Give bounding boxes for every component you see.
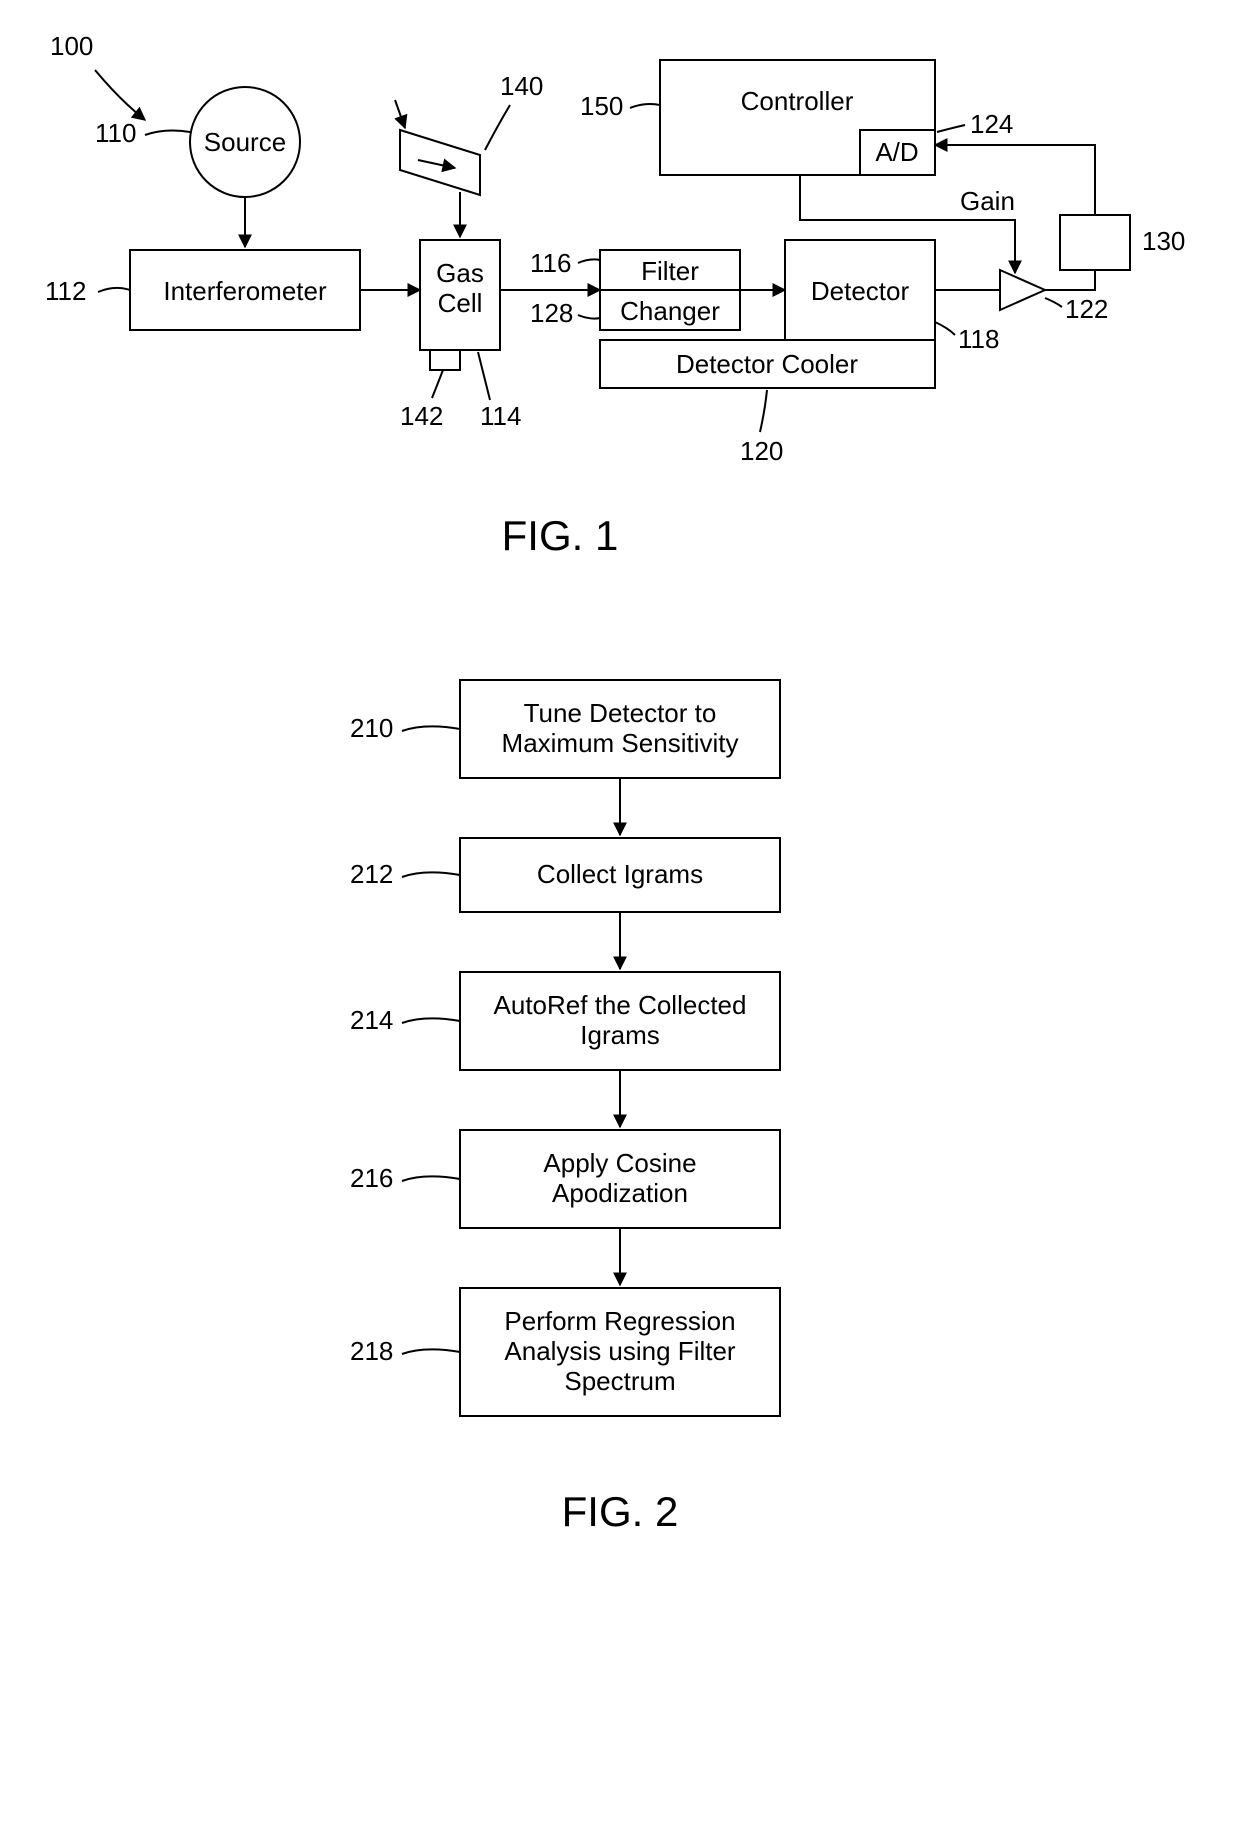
gascell-label-2: Cell bbox=[438, 288, 483, 318]
fig2-group: Tune Detector toMaximum Sensitivity 210 Co… bbox=[350, 680, 780, 1535]
fig2-title: FIG. 2 bbox=[562, 1488, 679, 1535]
ref-128: 128 bbox=[530, 298, 573, 328]
ref-116-lead bbox=[578, 259, 600, 263]
fig2-step-text-2-1: Igrams bbox=[580, 1020, 659, 1050]
fig2-step-text-1-0: Collect Igrams bbox=[537, 859, 703, 889]
ref-114: 114 bbox=[480, 401, 521, 431]
source-label: Source bbox=[204, 127, 286, 157]
fig2-ref-210: 210 bbox=[350, 713, 393, 743]
detector-cooler-label: Detector Cooler bbox=[676, 349, 858, 379]
ref-110-lead bbox=[145, 131, 190, 135]
gain-label: Gain bbox=[960, 186, 1015, 216]
fig1-title: FIG. 1 bbox=[502, 512, 619, 559]
amplifier bbox=[1000, 270, 1045, 310]
edge-130-ad bbox=[935, 145, 1095, 215]
ref-112: 112 bbox=[45, 276, 86, 306]
fig2-ref-216: 216 bbox=[350, 1163, 393, 1193]
interferometer-label: Interferometer bbox=[163, 276, 327, 306]
ref-150: 150 bbox=[580, 91, 623, 121]
ref-100-arrow bbox=[95, 70, 145, 120]
ad-label: A/D bbox=[875, 137, 918, 167]
ref-120: 120 bbox=[740, 436, 783, 466]
ref-140-lead bbox=[485, 105, 510, 150]
fig2-ref-lead-214 bbox=[402, 1018, 460, 1023]
fig2-step-text-3-0: Apply Cosine bbox=[543, 1148, 696, 1178]
fig2-ref-212: 212 bbox=[350, 859, 393, 889]
fig2-step-text-0-1: Maximum Sensitivity bbox=[502, 728, 739, 758]
fig2-ref-lead-216 bbox=[402, 1176, 460, 1181]
gascell-label-1: Gas bbox=[436, 258, 484, 288]
fig2-ref-lead-212 bbox=[402, 872, 460, 877]
ref-118-lead bbox=[935, 322, 955, 335]
filter-label: Filter bbox=[641, 256, 699, 286]
ref-122-lead bbox=[1045, 298, 1062, 307]
ref-120-lead bbox=[760, 390, 767, 432]
ref-142: 142 bbox=[400, 401, 443, 431]
ref-150-lead bbox=[630, 104, 660, 108]
fig2-step-text-4-1: Analysis using Filter bbox=[504, 1336, 736, 1366]
trap-shape bbox=[400, 130, 480, 195]
fig2-step-text-3-1: Apodization bbox=[552, 1178, 688, 1208]
changer-label: Changer bbox=[620, 296, 720, 326]
fig2-ref-218: 218 bbox=[350, 1336, 393, 1366]
trap-inner-arrow bbox=[418, 160, 455, 168]
fig1-group: 100 Source 110 Interferometer 112 Gas Ce… bbox=[45, 31, 1185, 559]
detector-label: Detector bbox=[811, 276, 910, 306]
fig2-step-text-2-0: AutoRef the Collected bbox=[494, 990, 747, 1020]
ref-142-lead bbox=[432, 370, 443, 398]
ref-122: 122 bbox=[1065, 294, 1108, 324]
ref-128-lead bbox=[578, 315, 600, 319]
ref-140: 140 bbox=[500, 71, 543, 101]
ref-116: 116 bbox=[530, 248, 571, 278]
box-130 bbox=[1060, 215, 1130, 270]
trap-input-arrow bbox=[395, 100, 405, 128]
fig2-step-text-4-0: Perform Regression bbox=[504, 1306, 735, 1336]
fig2-ref-214: 214 bbox=[350, 1005, 393, 1035]
fig2-step-text-4-2: Spectrum bbox=[564, 1366, 675, 1396]
gascell-outlet bbox=[430, 350, 460, 370]
ref-112-lead bbox=[98, 288, 130, 292]
ref-114-lead bbox=[478, 352, 490, 400]
ref-110: 110 bbox=[95, 118, 136, 148]
ref-118: 118 bbox=[958, 324, 999, 354]
fig2-ref-lead-218 bbox=[402, 1349, 460, 1354]
controller-label: Controller bbox=[741, 86, 854, 116]
ref-130: 130 bbox=[1142, 226, 1185, 256]
ref-124-lead bbox=[937, 125, 965, 132]
ref-124: 124 bbox=[970, 109, 1013, 139]
fig2-ref-lead-210 bbox=[402, 726, 460, 731]
edge-amp-130 bbox=[1045, 270, 1095, 290]
ref-100: 100 bbox=[50, 31, 93, 61]
fig2-step-text-0-0: Tune Detector to bbox=[524, 698, 717, 728]
